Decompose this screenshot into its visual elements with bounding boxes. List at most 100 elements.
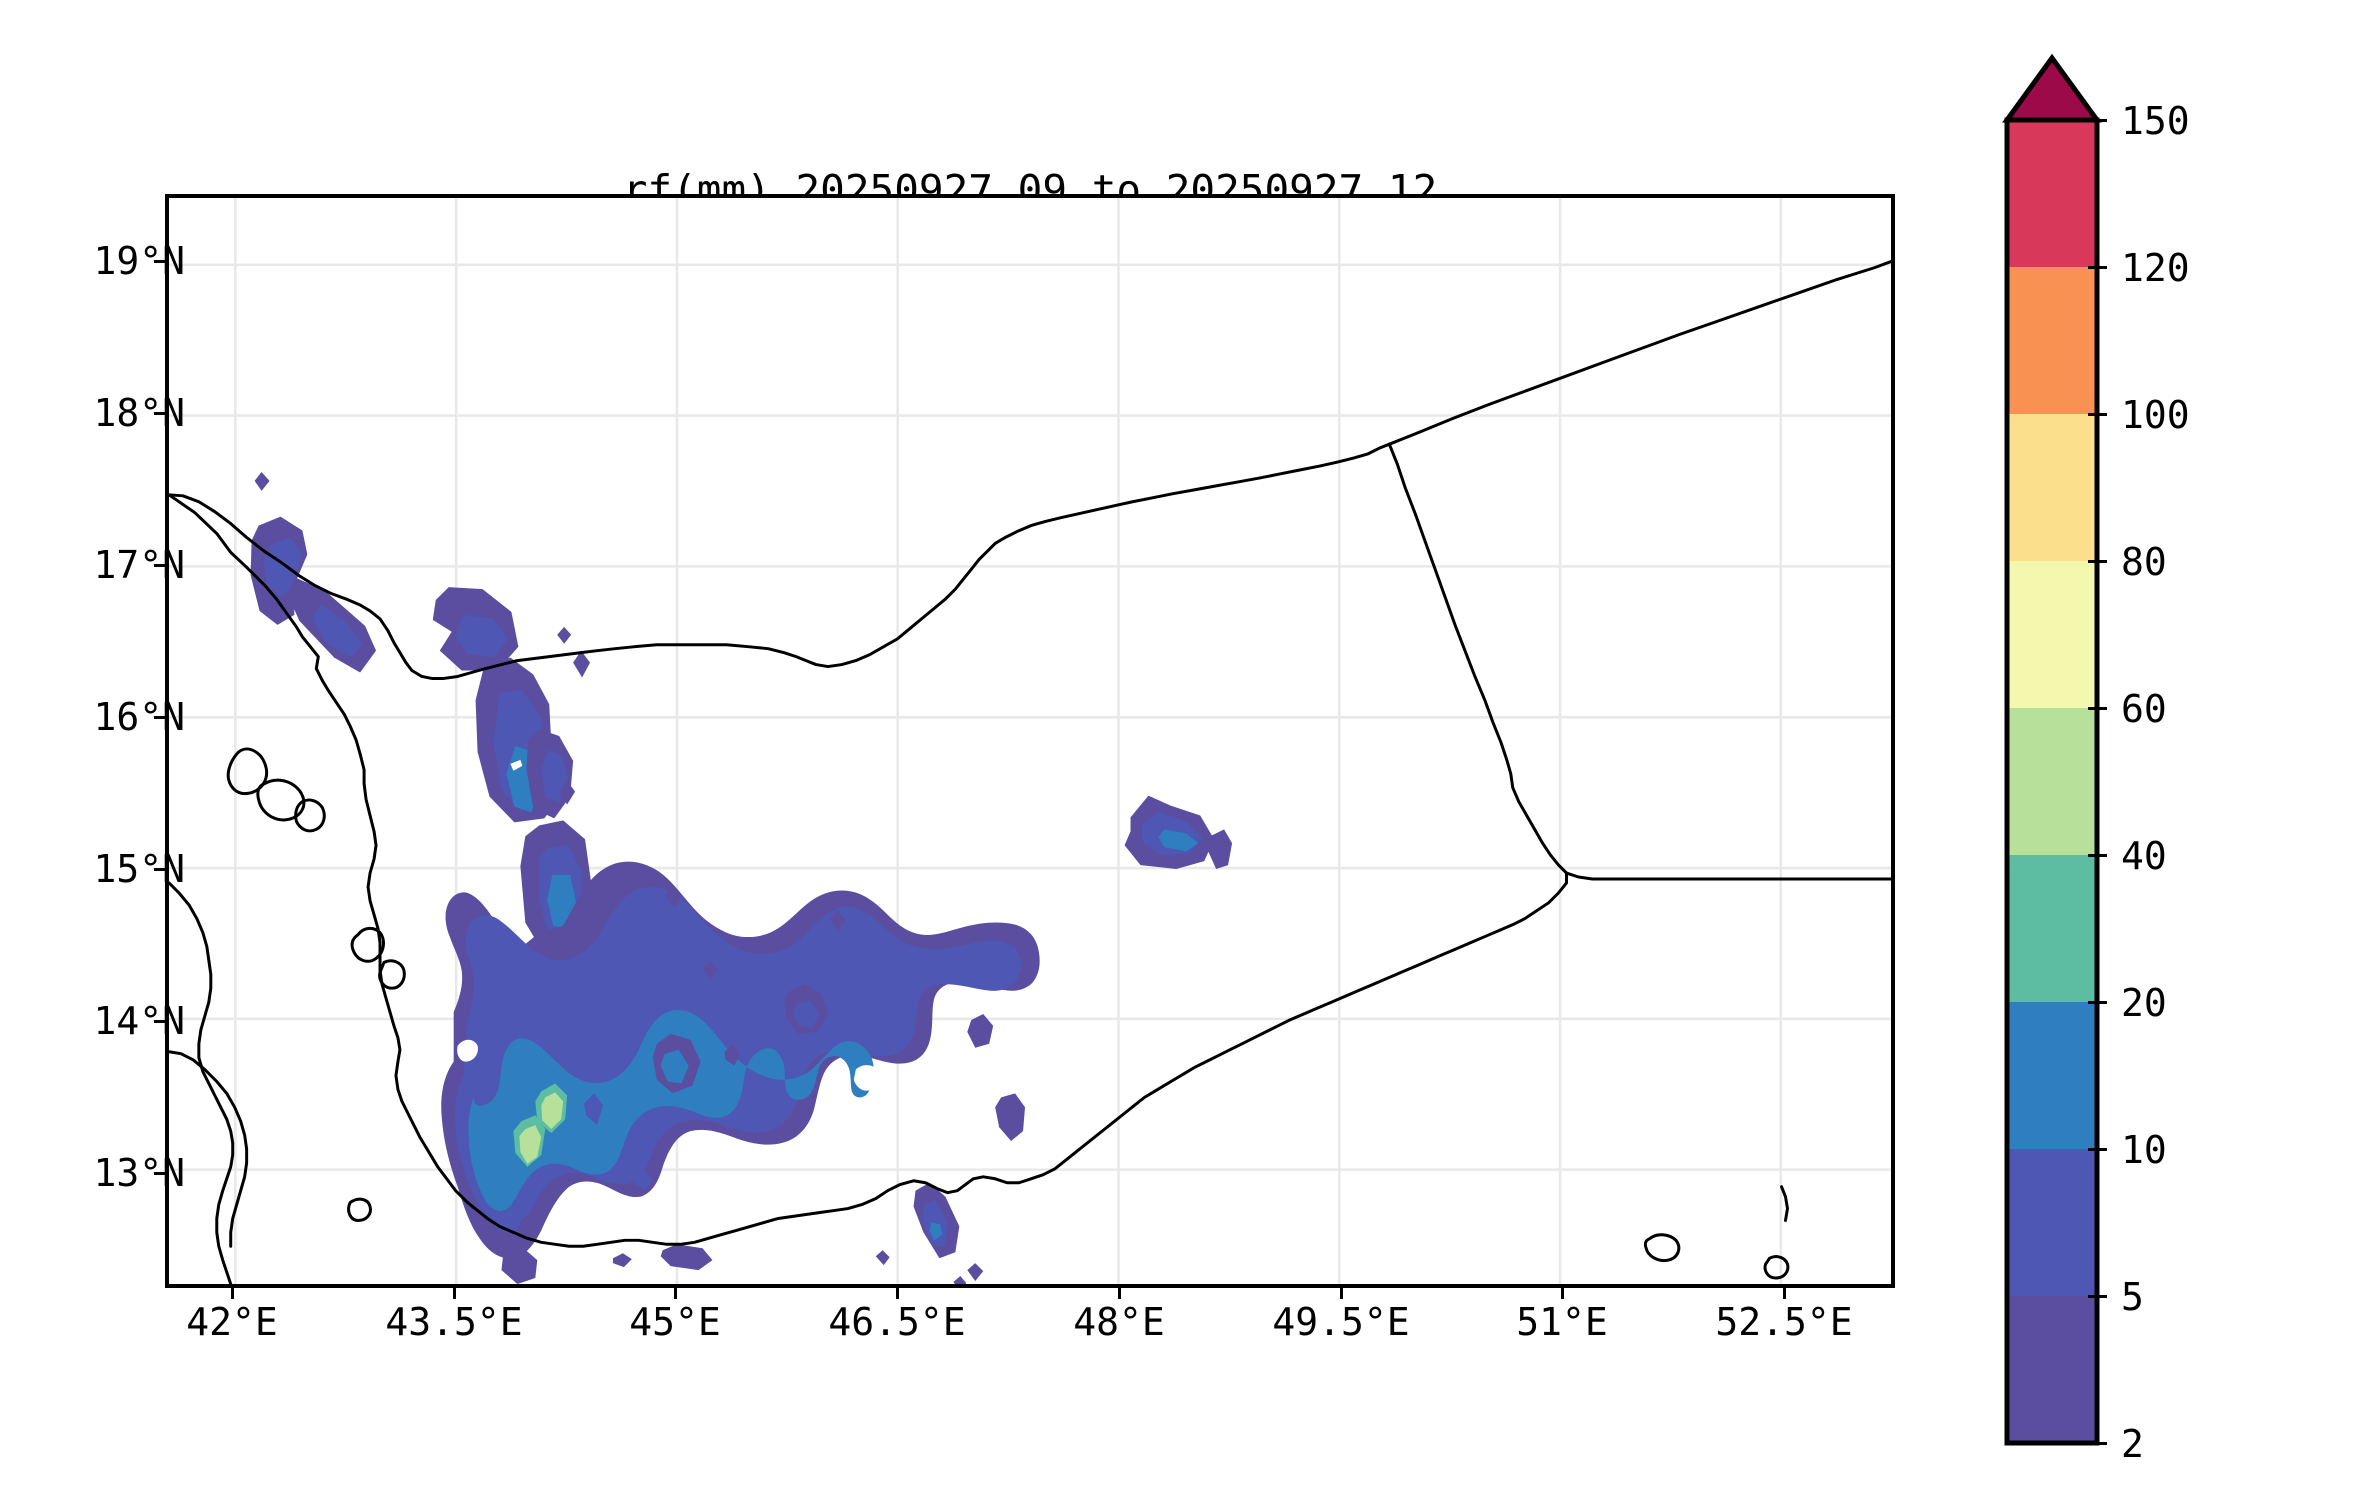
ytick-mark-19n xyxy=(154,260,165,263)
rain-main-10mm xyxy=(468,1010,874,1211)
colorbar-band-100-120 xyxy=(2007,267,2097,414)
rain-cell-nw-dot xyxy=(254,471,270,491)
xtick-label-48e: 48°E xyxy=(1073,1300,1165,1344)
rain-cell-tail-1 xyxy=(501,1246,538,1284)
cb-tick-mark-5 xyxy=(2088,1295,2107,1298)
xtick-mark-435e xyxy=(453,1288,456,1299)
cb-tick-mark-20 xyxy=(2088,1001,2107,1004)
ytick-mark-18n xyxy=(154,412,165,415)
ytick-mark-14n xyxy=(154,1020,165,1023)
oman-coastline xyxy=(1565,871,1891,881)
rain-cell-border-1-hole xyxy=(510,759,523,771)
rain-main-islet-1 xyxy=(584,1093,603,1126)
rain-cell-e7 xyxy=(829,910,846,932)
red-sea-coastline xyxy=(169,493,470,1205)
xtick-mark-48e xyxy=(1118,1288,1121,1299)
rainfall-contours xyxy=(250,471,1233,1284)
ytick-label-18n: 18°N xyxy=(93,391,185,435)
rain-cell-e3b xyxy=(793,1000,820,1028)
ytick-mark-17n xyxy=(154,564,165,567)
cb-tick-label-60: 60 xyxy=(2121,687,2167,731)
ytick-mark-16n xyxy=(154,716,165,719)
rain-main-hole-2 xyxy=(457,1039,478,1062)
ytick-label-15n: 15°N xyxy=(93,847,185,891)
saudi-yemen-border xyxy=(169,442,1391,680)
cb-tick-label-5: 5 xyxy=(2121,1275,2144,1319)
farasan-islands-2 xyxy=(256,778,306,822)
colorbar-outline xyxy=(2004,117,2100,1446)
ytick-label-13n: 13°N xyxy=(93,1151,185,1195)
colorbar-band-2-5 xyxy=(2007,1296,2097,1443)
map-plot-area xyxy=(165,194,1895,1288)
colorbar-canvas xyxy=(2002,53,2102,1446)
cb-tick-mark-40 xyxy=(2088,854,2107,857)
coastal-islet-3 xyxy=(347,1197,372,1222)
ytick-label-16n: 16°N xyxy=(93,695,185,739)
rain-cell-central-c xyxy=(1158,829,1199,852)
xtick-mark-465e xyxy=(896,1288,899,1299)
cb-tick-label-40: 40 xyxy=(2121,834,2167,878)
cb-tick-mark-100 xyxy=(2088,413,2107,416)
ytick-mark-13n xyxy=(154,1172,165,1175)
rain-cell-small-1 xyxy=(559,780,576,805)
ytick-label-17n: 17°N xyxy=(93,543,185,587)
rain-cell-se5 xyxy=(967,1263,984,1282)
africa-inland-border xyxy=(169,1050,249,1248)
cb-tick-mark-150 xyxy=(2088,119,2107,122)
horn-of-africa-coastline xyxy=(169,881,235,1284)
rain-cell-se1 xyxy=(967,1013,994,1048)
rain-cell-se3c xyxy=(929,1222,943,1241)
rain-cell-nw-1b xyxy=(263,537,302,598)
rain-cell-se7 xyxy=(875,1250,890,1266)
xtick-label-435e: 43.5°E xyxy=(385,1300,523,1344)
coastlines-and-borders xyxy=(169,260,1891,1284)
xtick-label-45e: 45°E xyxy=(629,1300,721,1344)
gridlines xyxy=(169,198,1891,1284)
rain-cell-e5 xyxy=(790,917,808,941)
xtick-label-51e: 51°E xyxy=(1516,1300,1608,1344)
rain-cell-se6 xyxy=(953,1276,967,1284)
rain-cell-tail-2 xyxy=(612,1253,632,1268)
small-island-br-1 xyxy=(1643,1233,1681,1263)
cb-tick-label-10: 10 xyxy=(2121,1128,2167,1172)
xtick-mark-45e xyxy=(674,1288,677,1299)
rain-main-40mm-a xyxy=(541,1092,564,1130)
rain-cell-se4 xyxy=(660,1244,713,1271)
rain-main-islet-2 xyxy=(634,1170,653,1191)
rain-main-hole-1 xyxy=(853,1065,880,1091)
rain-cell-e6 xyxy=(664,886,683,908)
rain-cell-e2 xyxy=(724,1043,741,1066)
small-island-br-2 xyxy=(1763,1255,1790,1280)
cb-tick-mark-2 xyxy=(2088,1442,2107,1445)
map-canvas xyxy=(169,198,1891,1284)
farasan-islands xyxy=(226,747,269,796)
rain-cell-nw-5 xyxy=(573,650,591,678)
yemen-oman-border xyxy=(1387,442,1569,875)
xtick-mark-42e xyxy=(231,1288,234,1299)
farasan-islands-3 xyxy=(294,798,326,833)
xtick-label-495e: 49.5°E xyxy=(1272,1300,1410,1344)
xtick-label-465e: 46.5°E xyxy=(828,1300,966,1344)
rain-cell-nw-2b xyxy=(312,604,363,658)
rain-main-40mm-b xyxy=(519,1125,542,1164)
rain-main-islet-3 xyxy=(519,1215,534,1233)
rain-cell-central-d xyxy=(1208,829,1233,870)
cb-tick-label-100: 100 xyxy=(2121,393,2190,437)
colorbar-band-60-80 xyxy=(2007,561,2097,708)
cb-tick-mark-80 xyxy=(2088,560,2107,563)
xtick-label-42e: 42°E xyxy=(186,1300,278,1344)
xtick-mark-525e xyxy=(1783,1288,1786,1299)
colorbar-band-80-100 xyxy=(2007,414,2097,561)
ytick-label-14n: 14°N xyxy=(93,999,185,1043)
colorbar-band-40-60 xyxy=(2007,708,2097,855)
rain-cell-se2 xyxy=(995,1093,1026,1142)
ytick-label-19n: 19°N xyxy=(93,239,185,283)
colorbar-band-10-20 xyxy=(2007,1002,2097,1149)
cb-tick-label-150: 150 xyxy=(2121,99,2190,143)
rain-cell-e4 xyxy=(702,961,718,980)
colorbar-extend-arrow xyxy=(2002,53,2102,123)
xtick-label-525e: 52.5°E xyxy=(1715,1300,1853,1344)
cb-tick-mark-60 xyxy=(2088,707,2107,710)
cb-tick-label-20: 20 xyxy=(2121,981,2167,1025)
